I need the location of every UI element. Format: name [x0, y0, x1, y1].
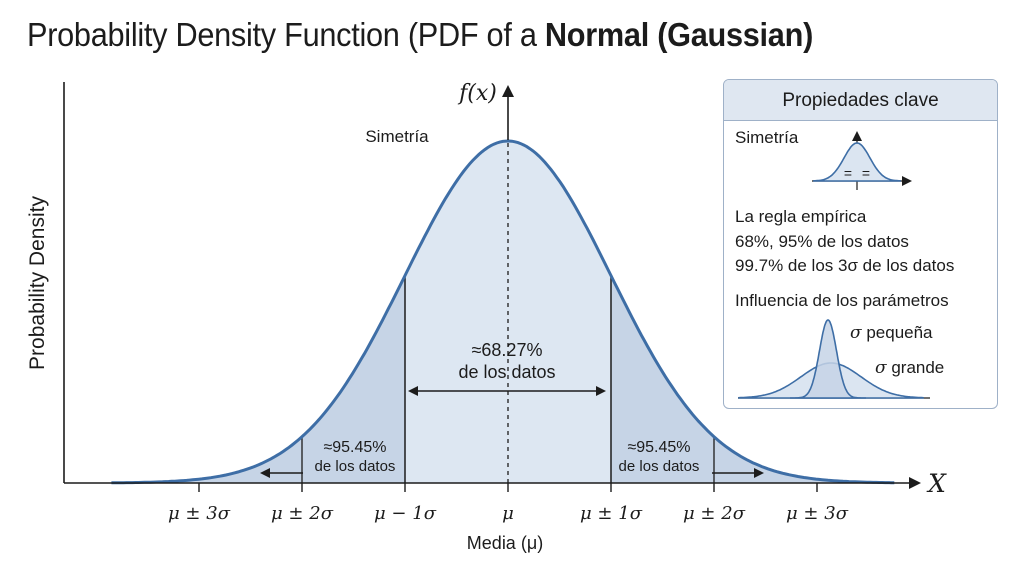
- small-sigma-text: pequeña: [861, 323, 933, 342]
- panel-empirical-line1: 68%, 95% de los datos: [735, 232, 909, 251]
- panel-empirical-line2: 99.7% de los 3σ de los datos: [735, 256, 955, 275]
- small-sigma-symbol: σ: [850, 323, 862, 343]
- x-tick-label: μ ± 2σ: [683, 503, 746, 524]
- left-desc-label: de los datos: [315, 458, 396, 475]
- title-prefix: Probability Density Function (PDF of a: [27, 16, 545, 53]
- mini-equal-right: =: [862, 165, 870, 181]
- panel-header: Propiedades clave: [724, 80, 997, 121]
- x-tick-label: μ ± 1σ: [580, 503, 643, 524]
- x-tick-label: μ ± 3σ: [786, 503, 849, 524]
- pdf-curve: [111, 139, 895, 485]
- right-pct-label: ≈95.45%: [627, 439, 690, 456]
- x-tick-label: μ ± 2σ: [271, 503, 334, 524]
- xlabel-media: Media (μ): [467, 533, 543, 553]
- key-properties-panel: Propiedades clave = = Simetría La regla …: [723, 79, 998, 409]
- mini-equal-left: =: [844, 165, 852, 181]
- large-sigma-text: grande: [886, 358, 945, 377]
- left-pct-label: ≈95.45%: [323, 439, 386, 456]
- panel-small-sigma: σ pequeña: [850, 323, 933, 343]
- panel-illustrations: = =: [738, 131, 930, 399]
- panel-empirical-title: La regla empírica: [735, 207, 867, 226]
- panel-params-title: Influencia de los parámetros: [735, 291, 949, 310]
- center-desc-label: de los datos: [458, 362, 555, 382]
- large-sigma-symbol: σ: [875, 358, 887, 378]
- center-pct-label: ≈68.27%: [472, 340, 543, 360]
- symmetry-annotation: Simetría: [365, 127, 429, 146]
- x-ticks: μ ± 3σ μ ± 2σ μ − 1σ μ μ ± 1σ μ ± 2σ μ ± 3σ: [168, 483, 849, 524]
- title-bold: Normal (Gaussian): [544, 16, 814, 53]
- x-label: X: [926, 469, 947, 498]
- panel-large-sigma: σ grande: [875, 358, 944, 378]
- x-tick-label: μ ± 3σ: [168, 503, 231, 524]
- right-desc-label: de los datos: [619, 458, 700, 475]
- mini-small-sigma-curve: [790, 319, 866, 399]
- fx-label: f(x): [457, 81, 497, 106]
- panel-symmetry-label: Simetría: [735, 128, 799, 147]
- x-tick-label: μ − 1σ: [374, 503, 437, 524]
- x-tick-label: μ: [502, 503, 514, 524]
- y-axis-title: Probability Density: [26, 196, 49, 370]
- page-title: Probability Density Function (PDF of a N…: [27, 16, 813, 54]
- mini-symmetry-curve: [813, 142, 901, 182]
